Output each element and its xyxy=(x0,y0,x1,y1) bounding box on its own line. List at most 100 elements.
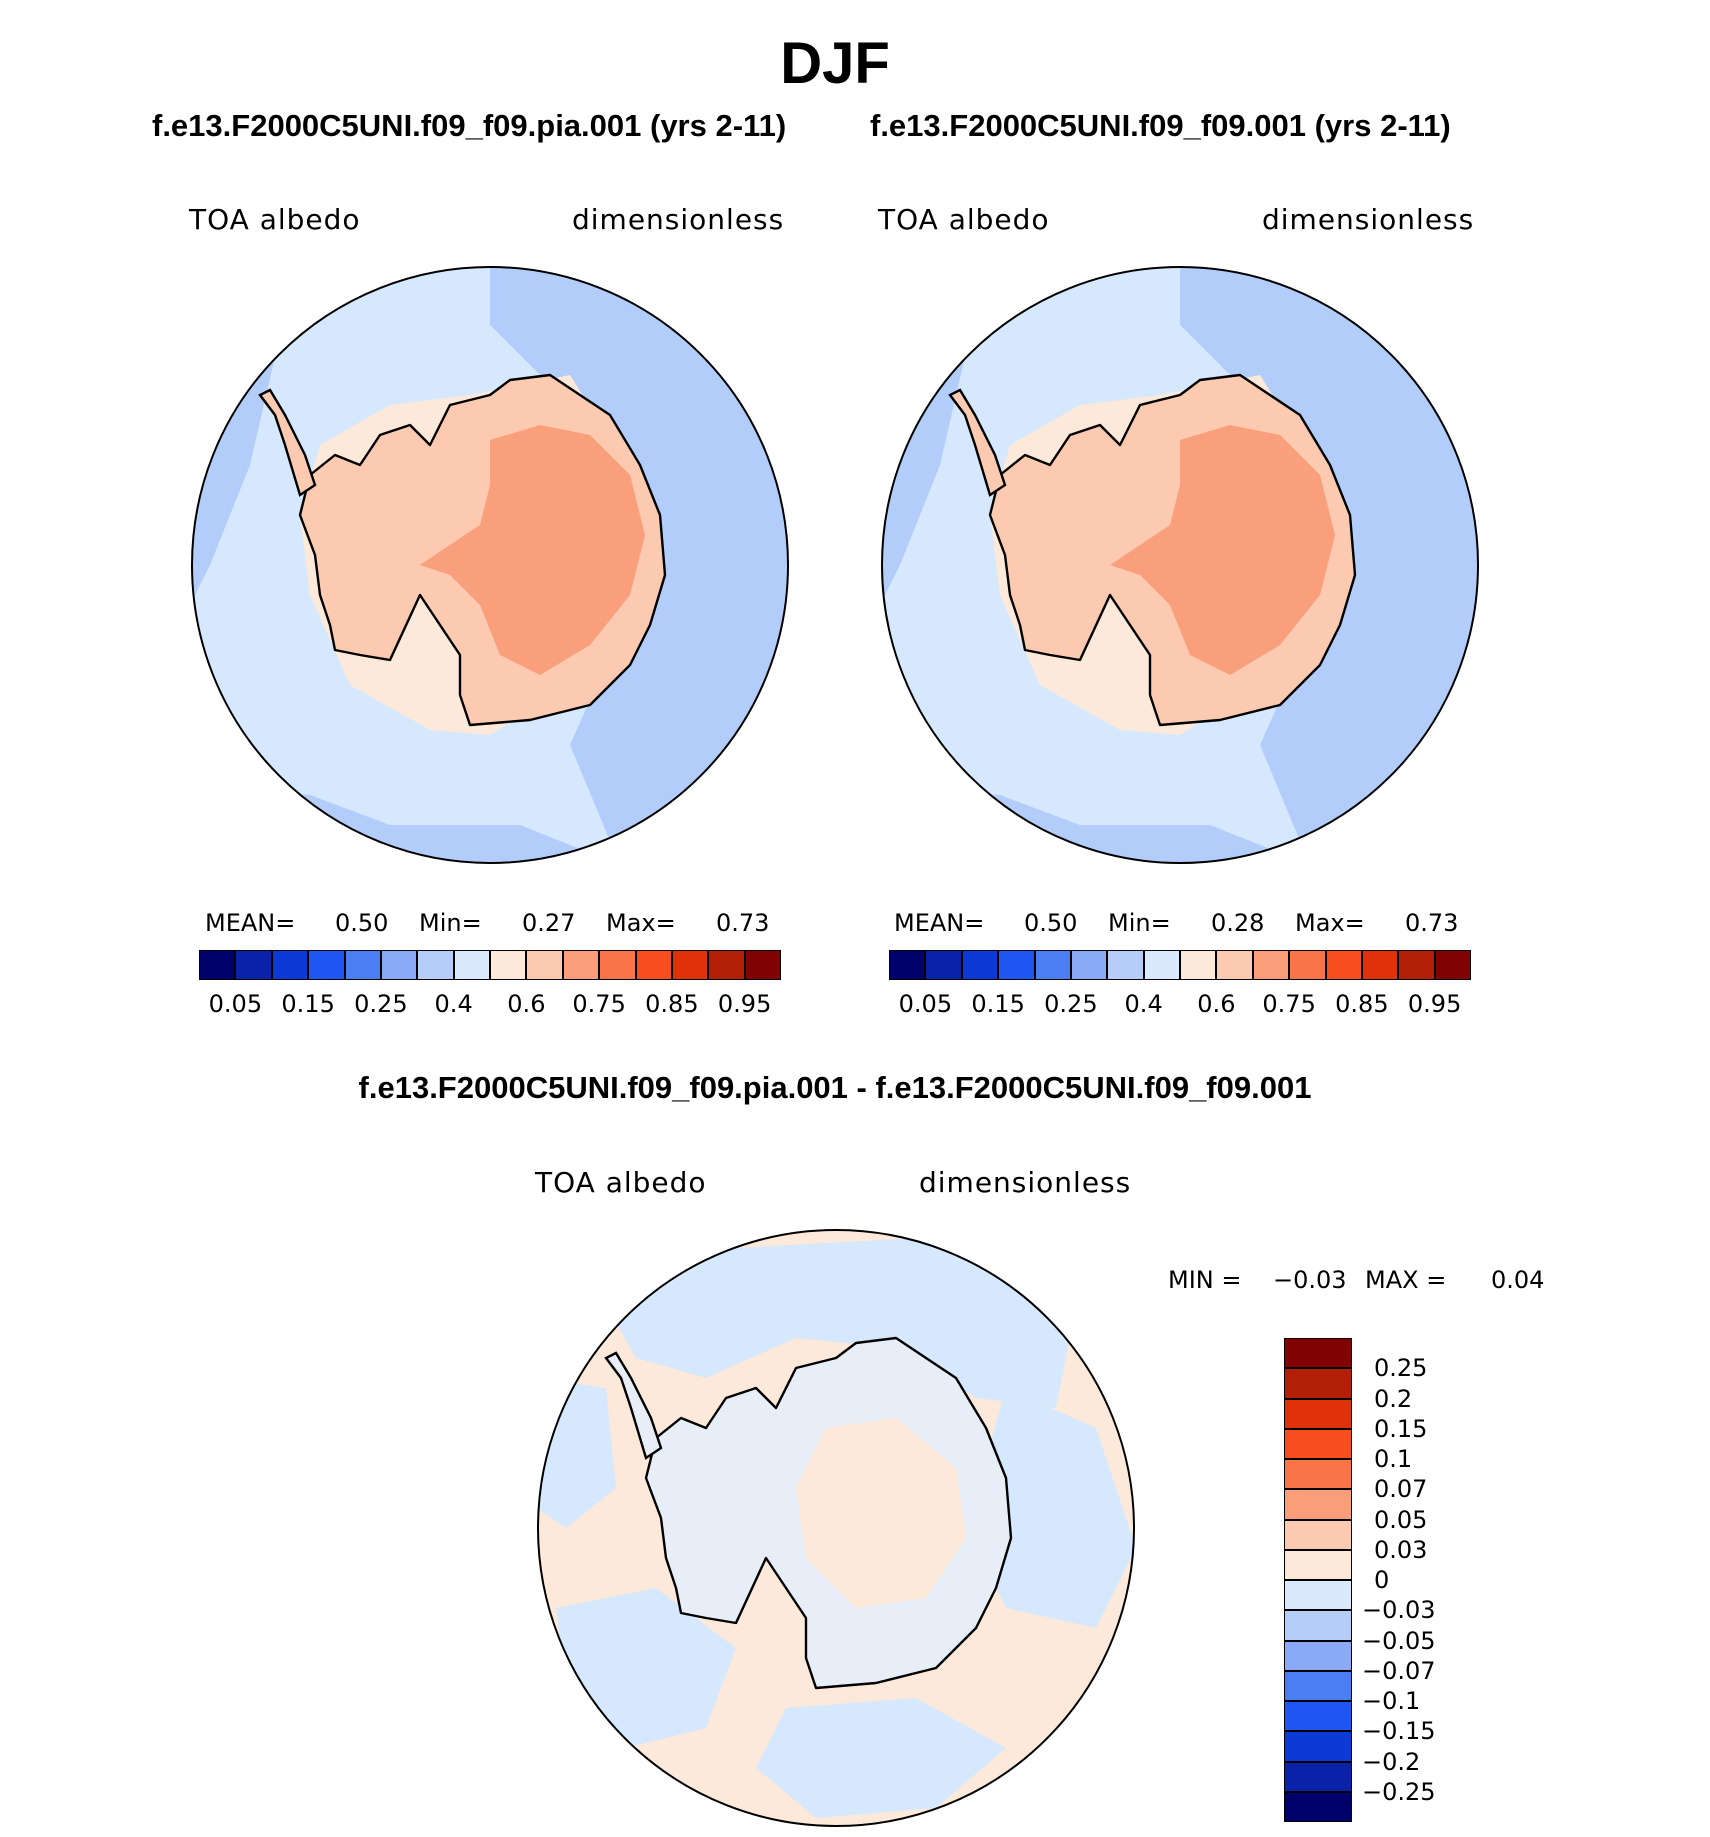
panel2-colorbar-swatch xyxy=(1216,950,1253,980)
diff-negative-region-n xyxy=(596,1238,1076,1408)
diff-colorbar-tick-label: 0.07 xyxy=(1374,1475,1428,1504)
diff-colorbar-tick-label: 0 xyxy=(1374,1566,1390,1594)
panel1-colorbar-swatch xyxy=(490,950,527,980)
panel2-colorbar-swatch xyxy=(1398,950,1435,980)
panel1-map-border xyxy=(191,266,789,864)
diff-colorbar-tick-label: 0.05 xyxy=(1374,1505,1428,1534)
panel1-colorbar xyxy=(199,950,781,980)
panel1-colorbar-swatch xyxy=(453,950,490,980)
diff-colorbar-tick-label: 0.03 xyxy=(1374,1535,1428,1564)
panel1-variable-label: TOA albedo xyxy=(189,203,361,236)
diff-colorbar-swatch xyxy=(1284,1368,1352,1399)
panel2-colorbar-swatch xyxy=(1107,950,1144,980)
panel2-peninsula xyxy=(948,388,1007,497)
panel1-colorbar-swatch xyxy=(562,950,600,980)
panel2-colorbar-tick-label: 0.25 xyxy=(1044,990,1098,1018)
panel1-colorbar-tick-label: 0.75 xyxy=(572,990,626,1018)
diff-colorbar xyxy=(1284,1338,1352,1822)
diff-colorbar-tick-label: −0.1 xyxy=(1362,1687,1421,1715)
diff-min-value: −0.03 xyxy=(1273,1266,1347,1294)
panel2-units-label: dimensionless xyxy=(1262,203,1475,236)
diff-units-label: dimensionless xyxy=(919,1166,1132,1199)
diff-map-border xyxy=(537,1229,1135,1827)
panel2-colorbar-tick-label: 0.6 xyxy=(1197,990,1236,1018)
panel2-colorbar-tick-label: 0.85 xyxy=(1335,990,1389,1018)
panel2-colorbar-swatch xyxy=(1070,950,1108,980)
figure-title: DJF xyxy=(780,31,890,96)
panel1-colorbar-swatch xyxy=(526,950,563,980)
diff-colorbar-swatch xyxy=(1284,1519,1352,1550)
diff-colorbar-tick-label: 0.2 xyxy=(1374,1384,1413,1413)
panel1-polar-map xyxy=(191,266,789,864)
panel1-colorbar-swatch xyxy=(380,950,418,980)
panel2-colorbar xyxy=(889,950,1471,980)
diff-colorbar-tick-label: 0.25 xyxy=(1374,1354,1428,1383)
diff-colorbar-swatch xyxy=(1284,1398,1352,1429)
panel2-min-value: 0.28 xyxy=(1211,909,1265,937)
panel2-colorbar-swatch xyxy=(1361,950,1399,980)
panel1-peninsula xyxy=(258,388,317,497)
diff-colorbar-swatch xyxy=(1284,1580,1352,1611)
panel2-max-label: Max= xyxy=(1295,909,1365,937)
panel1-colorbar-tick-label: 0.95 xyxy=(717,990,772,1018)
panel2-colorbar-tick-label: 0.15 xyxy=(971,990,1025,1018)
panel1-colorbar-tick-label: 0.4 xyxy=(434,990,473,1018)
diff-max-label: MAX = xyxy=(1365,1266,1447,1294)
diff-colorbar-swatch xyxy=(1284,1459,1352,1490)
diff-colorbar-swatch xyxy=(1284,1701,1352,1732)
diff-min-label: MIN = xyxy=(1168,1266,1242,1294)
diff-colorbar-tick-label: −0.15 xyxy=(1362,1717,1436,1746)
panel2-polar-map xyxy=(881,266,1479,864)
panel2-colorbar-tick-label: 0.75 xyxy=(1262,990,1316,1018)
panel1-case-title: f.e13.F2000C5UNI.f09_f09.pia.001 (yrs 2-… xyxy=(152,108,787,143)
diff-variable-label: TOA albedo xyxy=(535,1166,707,1199)
panel1-ocean-mid-band-ne xyxy=(490,267,788,863)
panel1-colorbar-swatch xyxy=(671,950,709,980)
panel2-antarctica-interior xyxy=(1110,425,1335,675)
panel1-colorbar-swatch xyxy=(599,950,636,980)
panel1-colorbar-swatch xyxy=(308,950,345,980)
panel1-colorbar-swatch xyxy=(635,950,672,980)
diff-colorbar-tick-label: −0.05 xyxy=(1362,1626,1436,1655)
diff-colorbar-swatch xyxy=(1284,1489,1352,1520)
panel2-mean-label: MEAN= xyxy=(894,909,985,937)
diff-negative-region-e xyxy=(966,1388,1134,1628)
panel2-colorbar-tick-label: 0.4 xyxy=(1124,990,1163,1018)
panel1-antarctica-interior xyxy=(420,425,645,675)
panel2-colorbar-swatch xyxy=(1180,950,1217,980)
panel2-colorbar-swatch xyxy=(925,950,962,980)
panel2-mean-value: 0.50 xyxy=(1024,909,1078,937)
diff-negative-region-s xyxy=(756,1698,1006,1818)
diff-colorbar-swatch xyxy=(1284,1791,1352,1822)
diff-polar-map xyxy=(537,1229,1135,1827)
panel1-max-value: 0.73 xyxy=(716,909,770,937)
panel1-colorbar-tick-label: 0.6 xyxy=(507,990,546,1018)
panel2-map-border xyxy=(881,266,1479,864)
panel1-mean-value: 0.50 xyxy=(335,909,389,937)
panel2-colorbar-swatch xyxy=(889,950,926,980)
diff-colorbar-swatch xyxy=(1284,1610,1352,1641)
diff-negative-region-sw xyxy=(556,1588,736,1748)
diff-peninsula xyxy=(604,1351,663,1460)
panel1-units-label: dimensionless xyxy=(572,203,785,236)
diff-colorbar-swatch xyxy=(1284,1428,1352,1459)
diff-colorbar-tick-label: 0.15 xyxy=(1374,1414,1428,1443)
panel2-colorbar-swatch xyxy=(961,950,999,980)
diff-colorbar-swatch xyxy=(1284,1761,1352,1792)
diff-antarctica-interior xyxy=(796,1418,966,1608)
diff-colorbar-swatch xyxy=(1284,1338,1352,1369)
panel1-min-value: 0.27 xyxy=(522,909,576,937)
panel2-ocean-mid-band-ne xyxy=(1180,267,1478,863)
panel2-min-label: Min= xyxy=(1108,909,1171,937)
panel2-variable-label: TOA albedo xyxy=(878,203,1050,236)
diff-colorbar-swatch xyxy=(1284,1640,1352,1671)
panel1-colorbar-ticks: 0.05 0.15 0.25 0.4 0.6 0.75 0.85 0.95 xyxy=(199,990,781,1020)
diff-colorbar-tick-label: −0.2 xyxy=(1362,1747,1421,1776)
panel2-colorbar-ticks: 0.05 0.15 0.25 0.4 0.6 0.75 0.85 0.95 xyxy=(889,990,1471,1020)
panel2-colorbar-swatch xyxy=(1434,950,1471,980)
panel1-colorbar-swatch xyxy=(199,950,236,980)
panel2-colorbar-swatch xyxy=(1252,950,1290,980)
diff-colorbar-tick-label: 0.1 xyxy=(1374,1445,1413,1473)
panel1-colorbar-swatch xyxy=(271,950,309,980)
diff-colorbar-tick-label: −0.03 xyxy=(1362,1596,1436,1625)
